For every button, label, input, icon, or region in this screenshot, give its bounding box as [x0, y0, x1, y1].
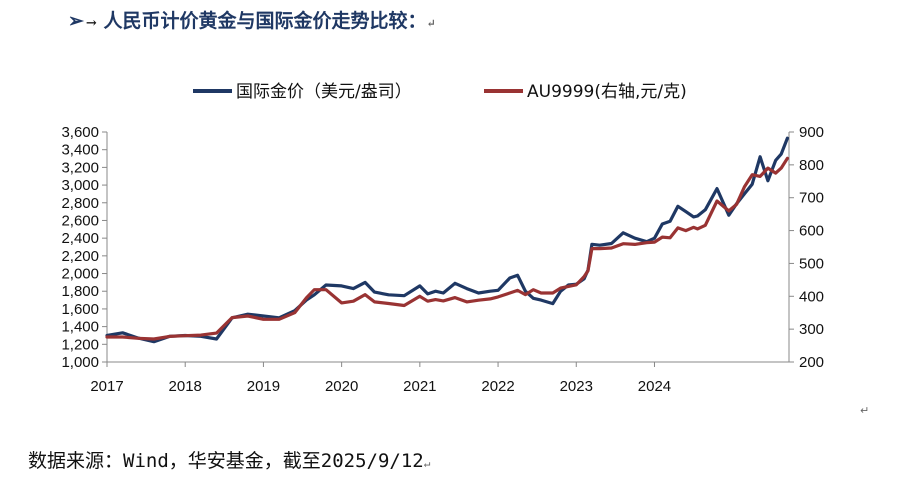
right-tick-label: 800 — [799, 157, 824, 174]
left-tick-label: 2,600 — [61, 212, 99, 229]
x-tick-label: 2024 — [638, 378, 671, 395]
right-tick-label: 400 — [799, 288, 824, 305]
right-tick-label: 200 — [799, 354, 824, 371]
source-note: 数据来源：Wind，华安基金，截至2025/9/12↵ — [28, 446, 430, 473]
chart-title: ➢ → 人民币计价黄金与国际金价走势比较：↵ — [68, 6, 436, 33]
return-mark-icon: ↵ — [426, 17, 436, 30]
left-tick-label: 1,400 — [61, 319, 99, 336]
legend: 国际金价（美元/盎司） AU9999(右轴,元/克) — [193, 82, 687, 102]
x-tick-label: 2017 — [90, 378, 123, 395]
left-tick-label: 3,600 — [61, 124, 99, 141]
left-tick-label: 3,400 — [61, 142, 99, 159]
left-tick-label: 2,800 — [61, 195, 99, 212]
return-mark-icon: ↵ — [860, 404, 869, 417]
right-tick-label: 700 — [799, 190, 824, 207]
bullet-arrow-icon: ➢ — [68, 10, 84, 32]
series-line-au9999 — [105, 156, 789, 341]
tab-arrow-icon: → — [85, 16, 97, 31]
x-tick-label: 2020 — [325, 378, 358, 395]
left-tick-label: 2,000 — [61, 266, 99, 283]
axes: 1,0001,2001,4001,6001,8002,0002,2002,400… — [61, 124, 824, 395]
right-tick-label: 600 — [799, 223, 824, 240]
right-tick-label: 300 — [799, 321, 824, 338]
left-tick-label: 1,200 — [61, 336, 99, 353]
x-tick-label: 2018 — [169, 378, 202, 395]
left-tick-label: 3,200 — [61, 159, 99, 176]
legend-label-gold-usd: 国际金价（美元/盎司） — [236, 82, 412, 102]
left-tick-label: 2,200 — [61, 248, 99, 265]
x-tick-label: 2021 — [403, 378, 436, 395]
series-line-gold-usd — [105, 136, 789, 344]
right-tick-label: 500 — [799, 255, 824, 272]
right-tick-label: 900 — [799, 124, 824, 141]
source-text: 数据来源：Wind，华安基金，截至2025/9/12 — [28, 450, 424, 472]
x-tick-label: 2023 — [560, 378, 593, 395]
x-tick-label: 2022 — [481, 378, 514, 395]
legend-label-au9999: AU9999(右轴,元/克) — [527, 82, 687, 102]
x-tick-label: 2019 — [247, 378, 280, 395]
left-tick-label: 2,400 — [61, 230, 99, 247]
left-tick-label: 1,000 — [61, 354, 99, 371]
left-tick-label: 3,000 — [61, 177, 99, 194]
left-tick-label: 1,800 — [61, 283, 99, 300]
series-layer — [105, 136, 789, 344]
left-tick-label: 1,600 — [61, 301, 99, 318]
return-mark-icon: ↵ — [423, 457, 431, 470]
title-text: 人民币计价黄金与国际金价走势比较： — [103, 10, 427, 32]
